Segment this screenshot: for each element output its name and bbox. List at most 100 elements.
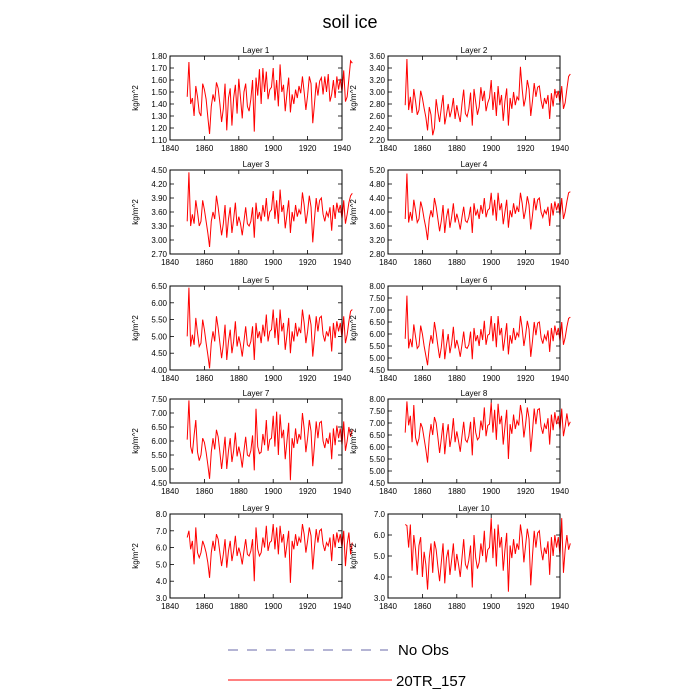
y-tick-label-layer-1: 1.70 xyxy=(151,64,167,73)
y-axis-label-layer-4: kg/m^2 xyxy=(349,199,358,225)
legend: No Obs 20TR_157 xyxy=(228,642,466,690)
y-tick-label-layer-4: 4.40 xyxy=(369,194,385,203)
x-tick-label-layer-4: 1920 xyxy=(517,258,535,267)
panel-title-layer-7: Layer 7 xyxy=(243,389,270,398)
y-tick-label-layer-8: 7.00 xyxy=(369,419,385,428)
x-tick-label-layer-10: 1900 xyxy=(482,602,500,611)
y-tick-label-layer-4: 5.20 xyxy=(369,166,385,175)
y-axis-label-layer-5: kg/m^2 xyxy=(131,315,140,341)
y-tick-label-layer-7: 5.50 xyxy=(151,451,167,460)
series-line-layer-10 xyxy=(404,518,571,592)
x-tick-label-layer-5: 1880 xyxy=(230,374,248,383)
plot-frame-layer-8 xyxy=(387,398,561,484)
x-tick-label-layer-10: 1840 xyxy=(379,602,397,611)
x-tick-label-layer-3: 1840 xyxy=(161,258,179,267)
series-line-layer-7 xyxy=(186,400,353,481)
y-tick-label-layer-6: 8.00 xyxy=(369,282,385,291)
y-tick-label-layer-3: 3.90 xyxy=(151,194,167,203)
y-tick-label-layer-2: 3.60 xyxy=(369,52,385,61)
panel-title-layer-2: Layer 2 xyxy=(461,46,488,55)
y-tick-label-layer-3: 3.60 xyxy=(151,208,167,217)
x-tick-label-layer-5: 1920 xyxy=(299,374,317,383)
panel-title-layer-9: Layer 9 xyxy=(243,504,270,513)
y-tick-label-layer-9: 4.0 xyxy=(156,577,168,586)
x-tick-label-layer-3: 1920 xyxy=(299,258,317,267)
legend-label-20tr-157: 20TR_157 xyxy=(396,673,466,690)
series-line-layer-1 xyxy=(186,59,353,135)
y-tick-label-layer-6: 7.50 xyxy=(369,294,385,303)
panel-title-layer-3: Layer 3 xyxy=(243,160,270,169)
plot-frame-layer-4 xyxy=(387,169,561,255)
y-tick-label-layer-6: 7.00 xyxy=(369,306,385,315)
y-axis-label-layer-2: kg/m^2 xyxy=(349,85,358,111)
x-tick-label-layer-6: 1880 xyxy=(448,374,466,383)
y-tick-label-layer-5: 4.00 xyxy=(151,366,167,375)
x-tick-label-layer-5: 1900 xyxy=(264,374,282,383)
x-tick-label-layer-7: 1860 xyxy=(196,487,214,496)
y-tick-label-layer-9: 3.0 xyxy=(156,594,168,603)
x-tick-label-layer-9: 1900 xyxy=(264,602,282,611)
panel-layer-1: Layer 1 kg/m^2 1.10 1.20 1.30 1.40 1.50 1.60 1.7… xyxy=(131,46,353,153)
x-tick-label-layer-1: 1840 xyxy=(161,144,179,153)
panel-layer-7: Layer 7 kg/m^2 4.50 5.00 5.50 6.00 6.50 7.00 7.5… xyxy=(131,389,353,496)
x-tick-label-layer-8: 1940 xyxy=(551,487,569,496)
plot-frame-layer-5 xyxy=(169,285,343,371)
x-tick-label-layer-1: 1920 xyxy=(299,144,317,153)
y-tick-label-layer-4: 4.80 xyxy=(369,180,385,189)
panel-layer-9: Layer 9 kg/m^2 3.0 4.0 5.0 6.0 7.0 8.0 1840 1860 1… xyxy=(131,504,353,611)
panel-title-layer-8: Layer 8 xyxy=(461,389,488,398)
y-tick-label-layer-3: 4.20 xyxy=(151,180,167,189)
plot-frame-layer-2 xyxy=(387,55,561,141)
panel-title-layer-10: Layer 10 xyxy=(458,504,490,513)
x-tick-label-layer-2: 1920 xyxy=(517,144,535,153)
x-tick-label-layer-7: 1900 xyxy=(264,487,282,496)
x-tick-label-layer-8: 1840 xyxy=(379,487,397,496)
y-tick-label-layer-8: 5.50 xyxy=(369,455,385,464)
plot-frame-layer-7 xyxy=(169,398,343,484)
x-tick-label-layer-2: 1940 xyxy=(551,144,569,153)
x-tick-label-layer-2: 1880 xyxy=(448,144,466,153)
x-tick-label-layer-9: 1840 xyxy=(161,602,179,611)
y-tick-label-layer-1: 1.10 xyxy=(151,136,167,145)
panel-layer-6: Layer 6 kg/m^2 4.50 5.00 5.50 6.00 6.50 7.00 7.5… xyxy=(349,276,571,383)
y-tick-label-layer-9: 7.0 xyxy=(156,527,168,536)
y-tick-label-layer-6: 5.00 xyxy=(369,354,385,363)
y-tick-label-layer-9: 6.0 xyxy=(156,544,168,553)
x-tick-label-layer-7: 1840 xyxy=(161,487,179,496)
panel-title-layer-6: Layer 6 xyxy=(461,276,488,285)
series-line-layer-4 xyxy=(404,173,571,241)
x-tick-label-layer-5: 1940 xyxy=(333,374,351,383)
y-tick-label-layer-3: 3.30 xyxy=(151,222,167,231)
y-tick-label-layer-8: 5.00 xyxy=(369,467,385,476)
panel-title-layer-4: Layer 4 xyxy=(461,160,488,169)
y-tick-label-layer-8: 4.50 xyxy=(369,479,385,488)
x-tick-label-layer-6: 1860 xyxy=(414,374,432,383)
x-tick-label-layer-10: 1940 xyxy=(551,602,569,611)
panel-layer-3: Layer 3 kg/m^2 2.70 3.00 3.30 3.60 3.90 4.20 4.5… xyxy=(131,160,353,267)
x-tick-label-layer-2: 1840 xyxy=(379,144,397,153)
y-tick-label-layer-2: 2.60 xyxy=(369,112,385,121)
series-line-layer-5 xyxy=(186,287,353,369)
y-tick-label-layer-2: 3.00 xyxy=(369,88,385,97)
x-tick-label-layer-6: 1840 xyxy=(379,374,397,383)
y-tick-label-layer-8: 7.50 xyxy=(369,407,385,416)
x-tick-label-layer-4: 1900 xyxy=(482,258,500,267)
x-tick-label-layer-6: 1940 xyxy=(551,374,569,383)
y-tick-label-layer-6: 5.50 xyxy=(369,342,385,351)
y-tick-label-layer-6: 6.50 xyxy=(369,318,385,327)
y-tick-label-layer-9: 8.0 xyxy=(156,510,168,519)
x-tick-label-layer-4: 1840 xyxy=(379,258,397,267)
y-tick-label-layer-7: 7.50 xyxy=(151,395,167,404)
x-tick-label-layer-6: 1900 xyxy=(482,374,500,383)
y-tick-label-layer-4: 2.80 xyxy=(369,250,385,259)
y-tick-label-layer-10: 5.0 xyxy=(374,552,386,561)
y-axis-label-layer-10: kg/m^2 xyxy=(349,543,358,569)
y-axis-label-layer-1: kg/m^2 xyxy=(131,85,140,111)
x-tick-label-layer-9: 1940 xyxy=(333,602,351,611)
y-tick-label-layer-3: 2.70 xyxy=(151,250,167,259)
y-tick-label-layer-7: 7.00 xyxy=(151,409,167,418)
x-tick-label-layer-6: 1920 xyxy=(517,374,535,383)
x-tick-label-layer-1: 1880 xyxy=(230,144,248,153)
y-tick-label-layer-7: 6.50 xyxy=(151,423,167,432)
plot-frame-layer-6 xyxy=(387,285,561,371)
